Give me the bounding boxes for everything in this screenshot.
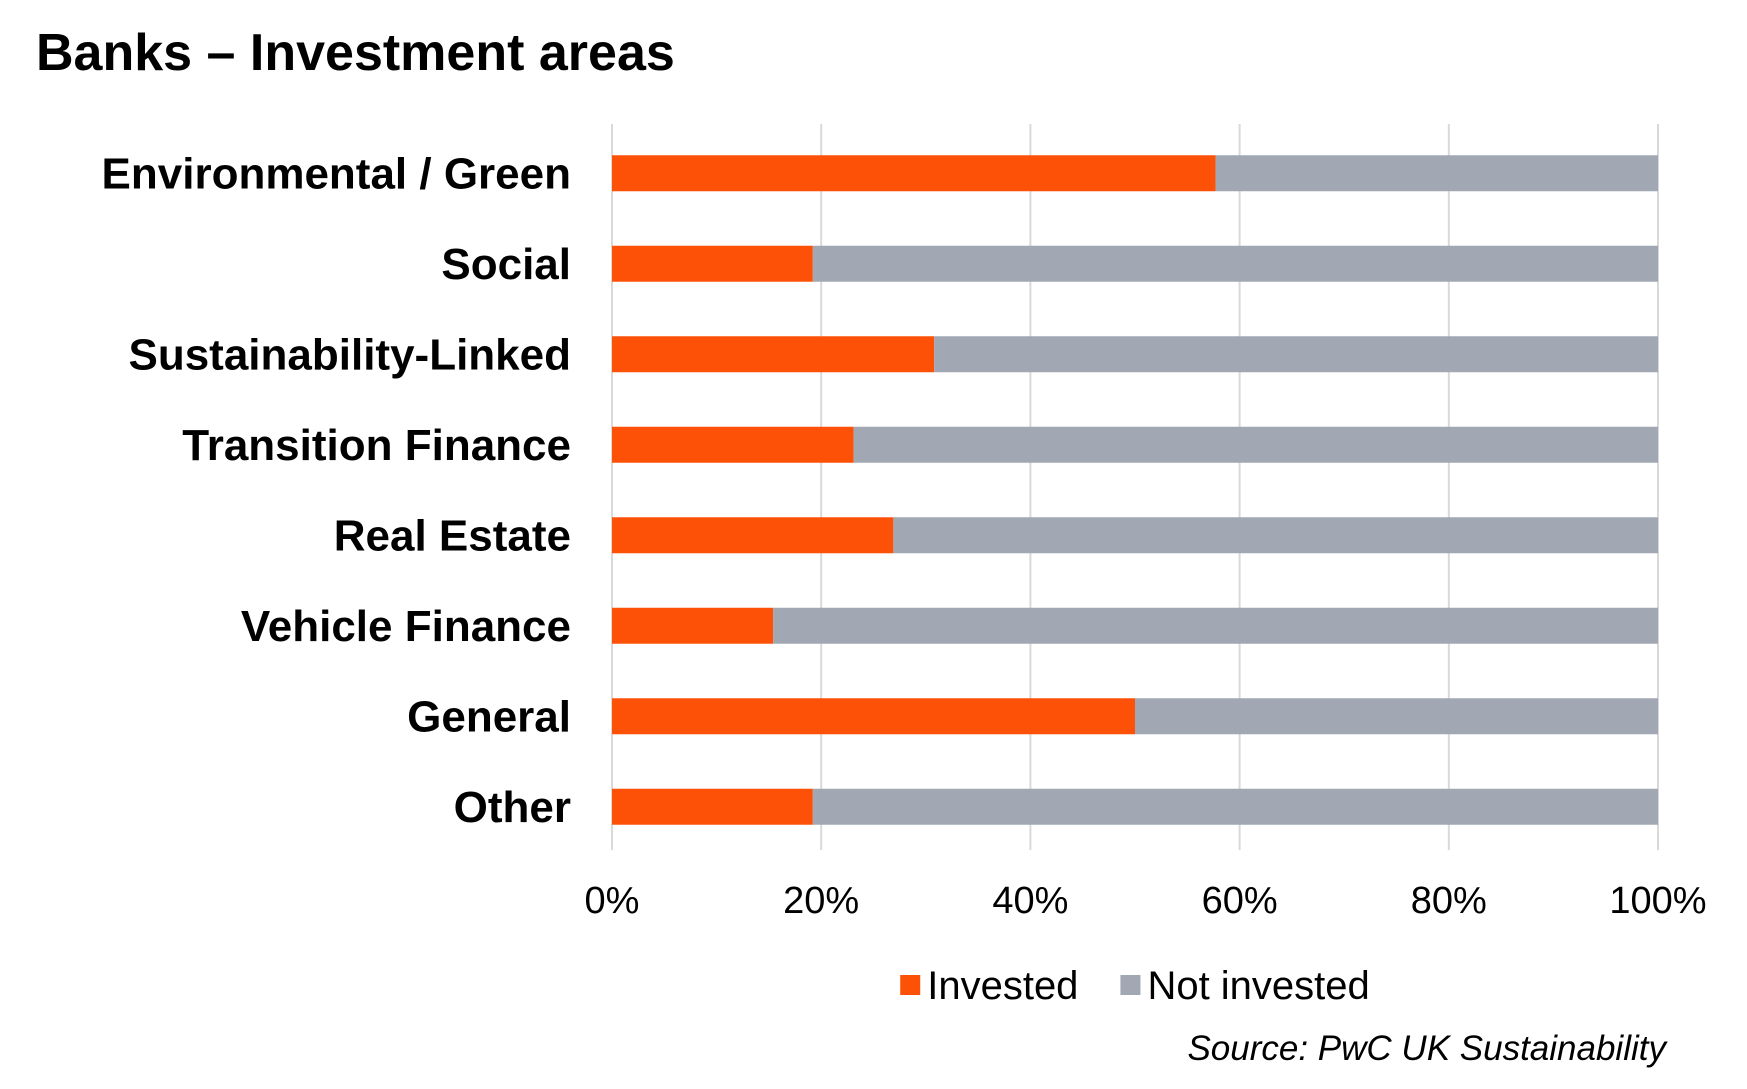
x-tick-label: 20% [783, 880, 859, 922]
bar-segment [1135, 698, 1658, 735]
bars-layer [612, 155, 1658, 825]
category-label: Environmental / Green [102, 149, 571, 198]
category-label: Vehicle Finance [241, 602, 571, 651]
bar-segment [612, 517, 894, 554]
x-axis-ticks: 0% 20% 40% 60% 80% 100% [585, 880, 1707, 922]
category-label: General [407, 692, 571, 741]
legend: Invested Not invested [900, 964, 1370, 1008]
bar-segment [1215, 155, 1658, 192]
bar-segment [612, 245, 813, 282]
bar-segment [812, 788, 1658, 825]
legend-swatch [900, 975, 921, 995]
category-label: Real Estate [334, 511, 571, 560]
grid-layer [611, 124, 1659, 850]
legend-label: Not invested [1147, 964, 1369, 1008]
legend-item: Not invested [1120, 964, 1370, 1008]
x-tick-label: 60% [1202, 880, 1278, 922]
x-tick-label: 80% [1411, 880, 1487, 922]
category-label: Transition Finance [182, 421, 571, 470]
bar-segment [612, 788, 813, 825]
x-tick-label: 40% [992, 880, 1068, 922]
category-label: Social [441, 240, 571, 289]
bar-segment [612, 155, 1216, 192]
category-labels: Environmental / Green Social Sustainabilit… [102, 149, 571, 832]
x-tick-label: 0% [585, 880, 640, 922]
category-label: Sustainability-Linked [128, 330, 571, 379]
legend-label: Invested [927, 964, 1078, 1008]
legend-item: Invested [900, 964, 1078, 1008]
category-label: Other [454, 783, 571, 832]
bar-segment [773, 607, 1658, 644]
chart-title: Banks – Investment areas [36, 24, 675, 82]
bar-segment [612, 336, 935, 373]
bar-segment [812, 245, 1658, 282]
bar-segment [612, 698, 1135, 735]
x-tick-label: 100% [1609, 880, 1706, 922]
bar-segment [893, 517, 1658, 554]
bar-segment [612, 607, 774, 644]
bar-segment [612, 426, 854, 463]
legend-swatch [1120, 975, 1141, 995]
bar-segment [934, 336, 1658, 373]
source-note: Source: PwC UK Sustainability [1187, 1029, 1668, 1068]
bar-segment [853, 426, 1658, 463]
